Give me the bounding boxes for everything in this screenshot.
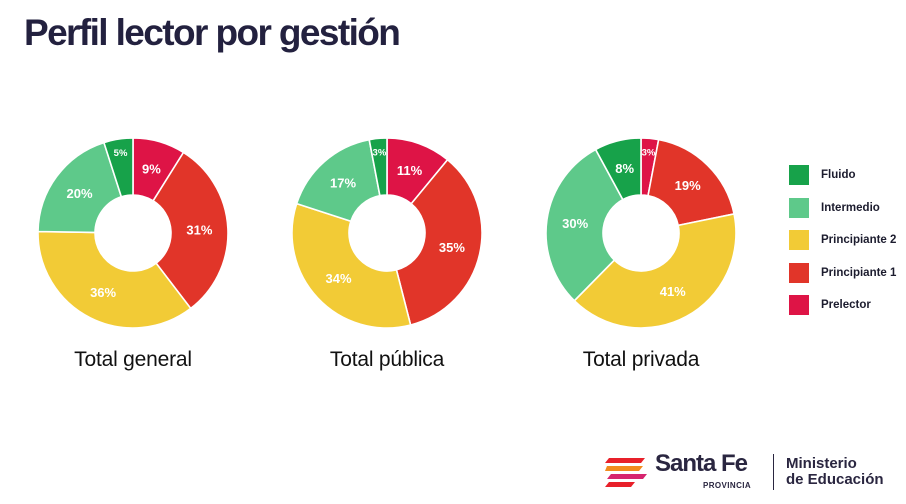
legend-label: Principiante 1 [821,266,897,279]
legend-item-principiante-1: Principiante 1 [789,261,896,285]
legend-swatch [789,165,809,185]
chart-title: Total privada [582,348,700,371]
data-label: 17% [330,176,356,191]
chart-title: Total pública [329,348,445,371]
donut-slice-principiante-1 [395,158,483,326]
data-label: 30% [562,216,588,231]
donut-slice-intermedio [295,138,381,223]
donut-slice-principiante-1 [647,138,736,227]
legend-label: Prelector [821,299,871,311]
donut-slice-principiante-2 [291,202,412,329]
data-label: 5% [114,148,128,159]
data-label: 36% [90,285,116,300]
chart-legend: Fluido Intermedio Principiante 2 Princip… [789,163,896,326]
ministry-line-1: Ministerio [786,455,857,472]
legend-swatch [789,230,809,250]
donut-slice-principiante-2 [573,212,737,329]
legend-item-fluido: Fluido [789,163,896,187]
donut-chart-total-publica: 11% 35% 34% 17% 3% Total pública [277,130,497,380]
donut-chart-svg: 9% 31% 36% 20% 5% [37,137,229,329]
legend-swatch [789,197,809,218]
donut-chart-svg: 3% 19% 41% 30% 8% [545,137,737,329]
chart-title: Total general [74,348,192,371]
data-label: 19% [675,178,701,193]
donut-chart-total-general: 9% 31% 36% 20% 5% Total general [23,130,243,380]
data-label: 34% [326,271,352,286]
data-label: 35% [439,240,465,255]
brand-name: Santa Fe [655,450,748,477]
data-label: 11% [397,163,423,178]
donut-slice-principiante-1 [152,151,229,310]
data-label: 41% [660,284,686,299]
page-title: Perfil lector por gestión [24,12,401,53]
footer-logo: Santa Fe PROVINCIA Ministerio de Educaci… [605,450,895,494]
donut-slice-intermedio [37,141,123,234]
donut-slice-fluido [594,137,642,201]
legend-label: Fluido [821,169,856,181]
donut-slice-principiante-2 [37,230,192,329]
donut-slice-fluido [102,137,134,198]
donut-slice-fluido [368,137,388,197]
data-label: 3% [373,147,387,158]
legend-label: Principiante 2 [821,234,897,246]
ministry-line-2: de Educación [786,471,884,488]
legend-label: Intermedio [821,201,880,214]
data-label: 31% [186,222,212,237]
ministry-name: Ministerio de Educación [786,456,884,488]
data-label: 20% [67,186,93,201]
legend-swatch [789,262,809,283]
brand-subtitle: PROVINCIA [703,481,752,490]
legend-item-intermedio: Intermedio [789,196,896,220]
logo-divider [773,454,774,490]
legend-item-principiante-2: Principiante 2 [789,228,896,252]
data-label: 3% [642,147,656,158]
santa-fe-logo-icon [605,458,647,487]
data-label: 9% [142,162,161,177]
data-label: 8% [615,161,634,176]
donut-slice-intermedio [545,148,624,302]
donut-chart-total-privada: 3% 19% 41% 30% 8% Total privada [531,130,751,380]
donut-chart-svg: 11% 35% 34% 17% 3% [291,137,483,329]
legend-swatch [789,295,809,315]
legend-item-prelector: Prelector [789,293,896,317]
